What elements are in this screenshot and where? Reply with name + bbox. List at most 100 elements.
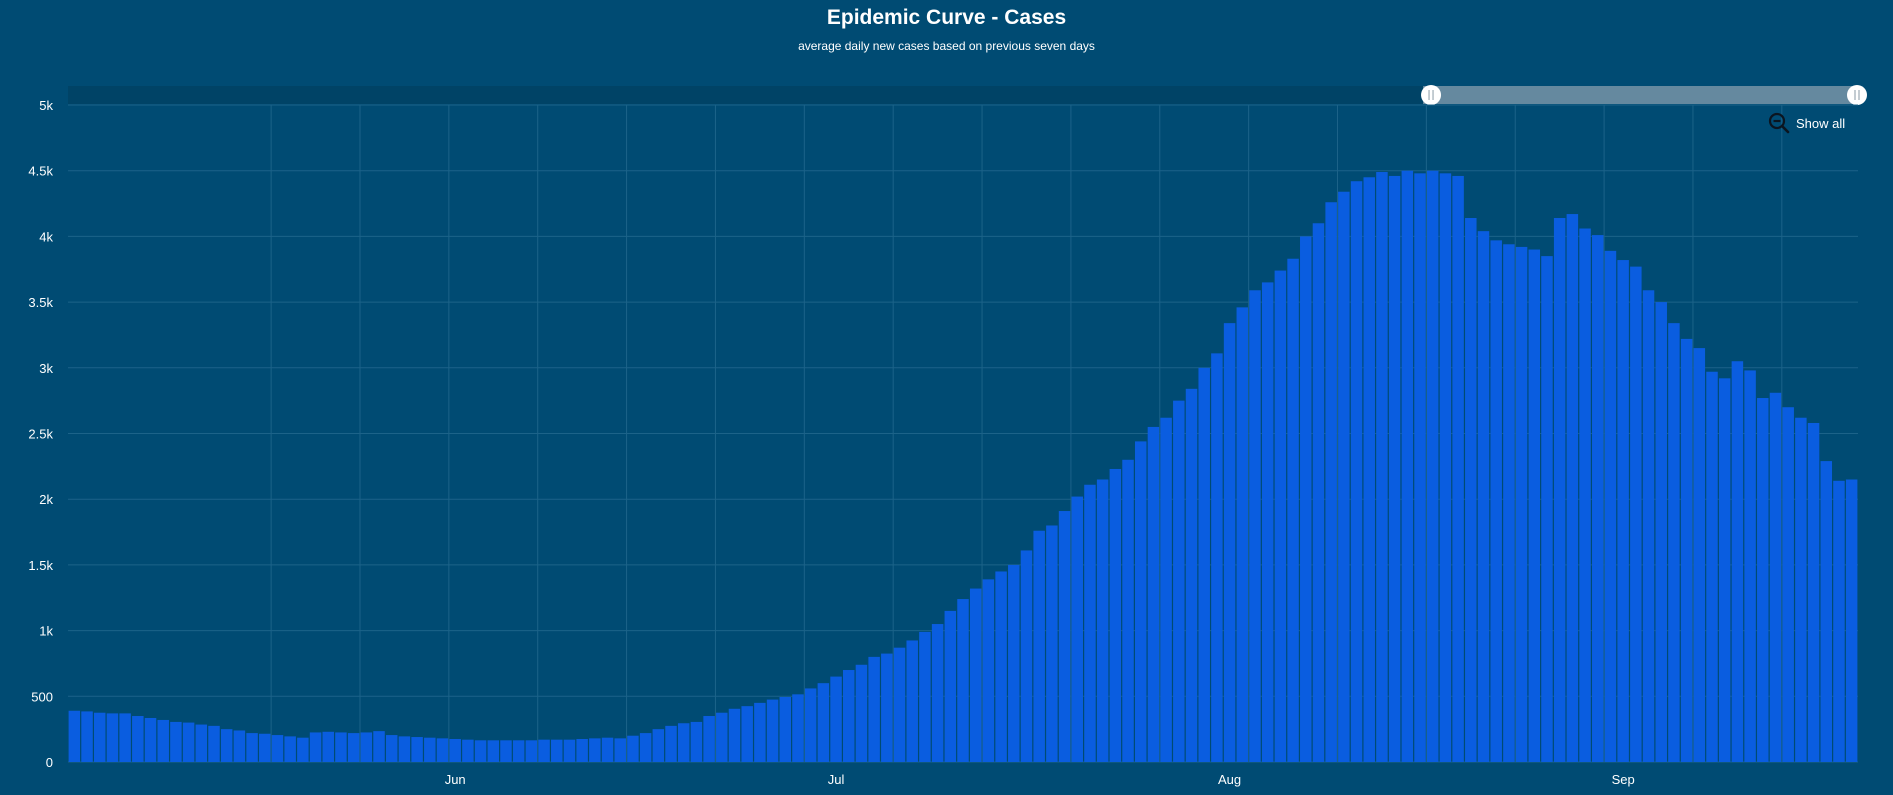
bar (335, 732, 347, 762)
bar (1579, 228, 1591, 763)
bar (1820, 461, 1833, 762)
bar (1566, 214, 1579, 762)
bar (385, 735, 398, 762)
bar (1084, 484, 1096, 762)
bar (601, 737, 614, 762)
bar (1096, 479, 1109, 762)
bar (462, 739, 474, 762)
show-all-button[interactable]: Show all (1768, 112, 1845, 134)
y-tick-label: 1k (39, 624, 53, 639)
bar (220, 729, 233, 762)
bars (68, 170, 1858, 763)
y-axis: 0 500 1k 1.5k 2k 2.5k 3k 3.5k 4k 4.5k 5k (28, 98, 53, 770)
bar (1439, 173, 1452, 762)
x-tick-label: Jun (445, 772, 466, 787)
chart-title: Epidemic Curve - Cases (826, 6, 1067, 29)
bar (1008, 564, 1020, 762)
bar (1617, 260, 1629, 762)
bar (830, 676, 842, 762)
bar (474, 740, 487, 762)
bar (512, 740, 525, 762)
bar (309, 732, 322, 762)
bar (360, 732, 373, 762)
y-tick-label: 4k (39, 229, 53, 244)
bar (157, 719, 169, 762)
range-scrollbar[interactable] (68, 85, 1867, 105)
bar (93, 712, 106, 762)
bar (1338, 191, 1350, 762)
bar (652, 729, 665, 762)
scrollbar-selection[interactable] (1423, 86, 1858, 104)
bar (1490, 240, 1502, 763)
bar (525, 740, 538, 762)
bar (1782, 407, 1794, 762)
bar (322, 731, 334, 762)
y-tick-label: 3k (39, 361, 53, 376)
bar (1147, 426, 1160, 762)
bar (1680, 338, 1693, 762)
bar (347, 733, 360, 762)
bar (906, 640, 918, 762)
y-tick-label: 1.5k (28, 558, 53, 573)
bar (563, 739, 576, 762)
bar (1426, 170, 1439, 762)
bar (804, 688, 817, 762)
y-tick-label: 0 (46, 755, 53, 770)
scrollbar-handle-left[interactable] (1421, 85, 1442, 105)
chart-subtitle: average daily new cases based on previou… (798, 39, 1095, 53)
bar (424, 737, 436, 762)
bar (1833, 480, 1845, 762)
bar (1668, 323, 1680, 762)
bar (1744, 370, 1756, 762)
bar (1706, 371, 1718, 762)
y-tick-label: 3.5k (28, 295, 53, 310)
bar (182, 722, 195, 762)
scrollbar-handle-right[interactable] (1847, 85, 1867, 105)
bar (1173, 400, 1185, 762)
bar (627, 735, 639, 762)
bar (1718, 378, 1731, 762)
bar (449, 739, 461, 762)
bar (741, 706, 753, 762)
bar (1185, 388, 1198, 762)
bar (170, 721, 182, 762)
bar (68, 710, 81, 762)
bar (792, 694, 804, 762)
x-axis: Jun Jul Aug Sep (445, 772, 1635, 787)
bar (614, 738, 626, 762)
bar (81, 711, 93, 762)
bar (195, 724, 208, 762)
bar (868, 656, 880, 762)
bar (1134, 441, 1147, 762)
bar (1198, 367, 1210, 762)
bar (589, 738, 601, 762)
bar (144, 717, 157, 762)
bar (1515, 246, 1528, 763)
bar (233, 730, 246, 762)
bar (398, 736, 411, 762)
bar (969, 588, 982, 762)
bar (1769, 392, 1782, 762)
bar (1363, 177, 1375, 762)
bar (1160, 417, 1172, 762)
bar (436, 738, 449, 762)
x-tick-label: Aug (1218, 772, 1241, 787)
bar (208, 725, 220, 762)
bar (297, 737, 309, 762)
bar (1223, 323, 1236, 762)
bar (842, 670, 855, 762)
bar (373, 731, 385, 762)
bar (538, 739, 550, 762)
scrollbar-track[interactable] (68, 86, 1858, 104)
bar (982, 579, 995, 762)
bar (1592, 235, 1604, 762)
bar (931, 624, 944, 762)
bar (119, 713, 131, 762)
bar (817, 683, 830, 762)
bar (1300, 236, 1312, 762)
bar (1287, 258, 1299, 762)
bar (487, 740, 500, 762)
bar (703, 716, 715, 762)
bar (1807, 422, 1820, 762)
bar (1630, 266, 1642, 762)
